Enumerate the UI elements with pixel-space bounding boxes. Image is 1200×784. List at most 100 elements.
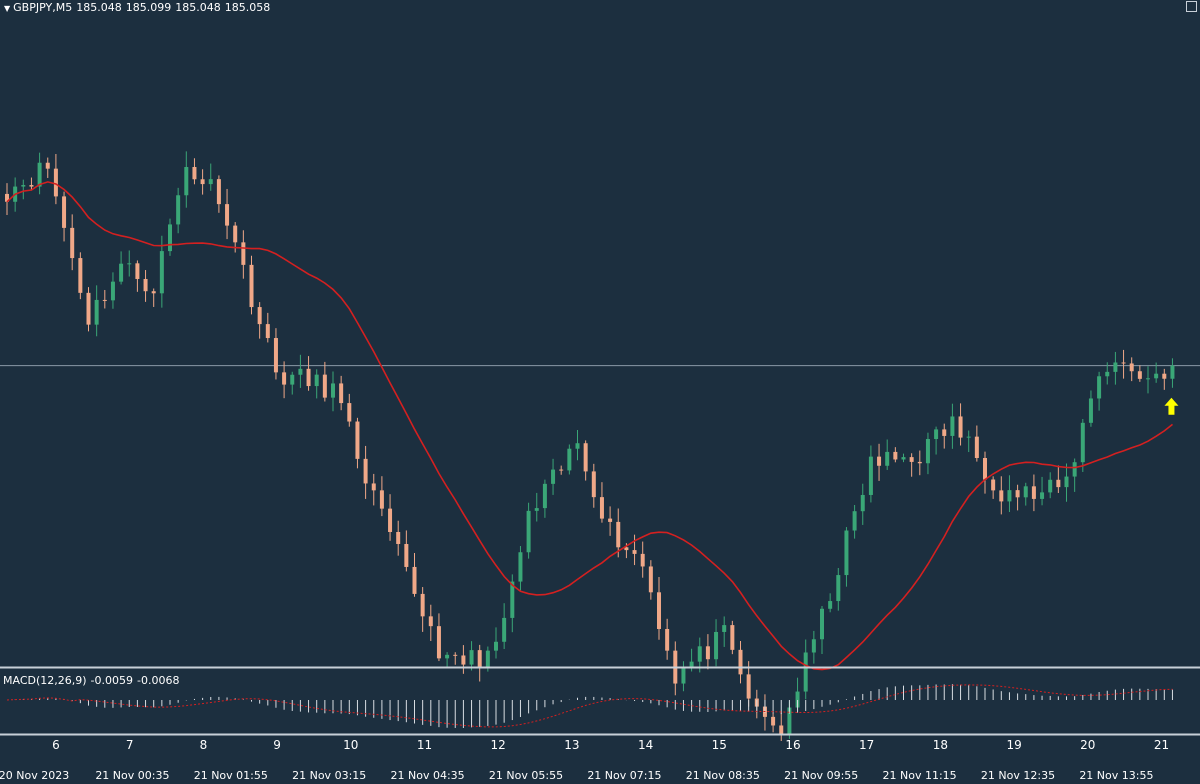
candle-body: [934, 429, 939, 440]
candle-body: [852, 511, 857, 531]
candle-body: [200, 179, 205, 185]
day-tick-label: 17: [859, 738, 874, 752]
candle-body: [192, 167, 197, 180]
up-arrow-icon: [1164, 397, 1179, 415]
candle-body: [143, 278, 148, 292]
square-icon[interactable]: [1186, 1, 1197, 12]
time-tick-label: 21 Nov 07:15: [587, 769, 661, 782]
candle-body: [526, 510, 531, 553]
candle-body: [151, 291, 156, 294]
candle-body: [314, 374, 319, 387]
candle-body: [909, 457, 914, 462]
candle-body: [860, 494, 865, 512]
candle-body: [265, 324, 270, 339]
candle-body: [29, 185, 34, 187]
candle-body: [396, 531, 401, 544]
triangle-down-icon[interactable]: ▼: [4, 4, 11, 13]
candle-body: [534, 508, 539, 511]
candle-body: [1170, 365, 1175, 379]
candle-body: [331, 383, 335, 398]
candle-body: [1121, 362, 1126, 364]
candle-body: [771, 716, 776, 726]
candle-body: [176, 195, 181, 225]
high-price: 185.099: [125, 1, 172, 14]
candle-body: [412, 566, 417, 594]
candle-body: [811, 639, 816, 653]
time-tick-label: 21 Nov 08:35: [686, 769, 760, 782]
day-tick-label: 10: [343, 738, 358, 752]
candle-body: [795, 691, 800, 708]
candle-body: [681, 667, 686, 684]
candle-body: [135, 263, 140, 279]
candle-body: [836, 575, 841, 602]
candle-body: [714, 631, 719, 660]
time-tick-label: 21 Nov 13:55: [1079, 769, 1153, 782]
candle-body: [991, 479, 996, 491]
candle-body: [502, 617, 507, 642]
candle-body: [542, 483, 547, 509]
candle-body: [958, 416, 963, 438]
candle-body: [1023, 486, 1028, 498]
candle-body: [62, 196, 67, 228]
day-tick-label: 14: [638, 738, 653, 752]
time-tick-label: 20 Nov 2023: [0, 769, 69, 782]
candle-body: [363, 458, 368, 484]
candle-body: [868, 456, 873, 495]
candle-body: [1088, 398, 1093, 423]
candle-body: [306, 368, 311, 387]
time-tick-label: 21 Nov 04:35: [391, 769, 465, 782]
candle-body: [282, 372, 287, 385]
day-tick-label: 21: [1154, 738, 1169, 752]
candle-body: [1162, 373, 1167, 379]
candle-body: [485, 650, 490, 669]
day-tick-label: 16: [785, 738, 800, 752]
candle-body: [974, 436, 979, 459]
moving-average-line: [6, 181, 1173, 671]
candle-body: [339, 383, 344, 404]
candle-body: [21, 185, 26, 187]
candle-body: [469, 650, 474, 665]
candle-body: [648, 566, 653, 593]
candle-body: [901, 457, 906, 460]
day-tick-label: 9: [273, 738, 281, 752]
candle-body: [347, 403, 352, 422]
candle-body: [730, 625, 735, 650]
candle-body: [567, 448, 572, 471]
candle-body: [5, 193, 9, 202]
open-price: 185.048: [76, 1, 122, 14]
candle-body: [559, 469, 564, 471]
candle-body: [803, 652, 808, 692]
candle-body: [1146, 378, 1150, 380]
candle-body: [942, 429, 947, 436]
low-price: 185.048: [175, 1, 221, 14]
candle-body: [575, 443, 580, 449]
time-tick-label: 21 Nov 11:15: [883, 769, 957, 782]
macd-signal-line: [6, 684, 1173, 728]
candle-body: [494, 641, 498, 651]
candle-body: [591, 471, 596, 498]
candle-body: [893, 451, 898, 460]
candle-body: [1056, 479, 1061, 488]
candle-body: [371, 483, 376, 491]
candle-body: [983, 458, 987, 480]
candle-body: [722, 625, 727, 632]
day-tick-label: 7: [126, 738, 134, 752]
candle-body: [379, 490, 384, 509]
candle-body: [657, 592, 661, 629]
candle-body: [1072, 462, 1077, 477]
candle-body: [1040, 492, 1045, 499]
candle-body: [1015, 490, 1020, 498]
candle-body: [787, 707, 792, 736]
candle-body: [1137, 371, 1142, 379]
candle-body: [102, 299, 107, 301]
candle-body: [420, 593, 425, 617]
candle-body: [70, 227, 75, 259]
candle-body: [233, 225, 238, 243]
candle-body: [705, 646, 710, 660]
candle-body: [1105, 371, 1110, 377]
candle-body: [925, 439, 930, 464]
candle-body: [917, 461, 922, 464]
day-tick-label: 8: [200, 738, 208, 752]
candle-body: [45, 162, 50, 169]
